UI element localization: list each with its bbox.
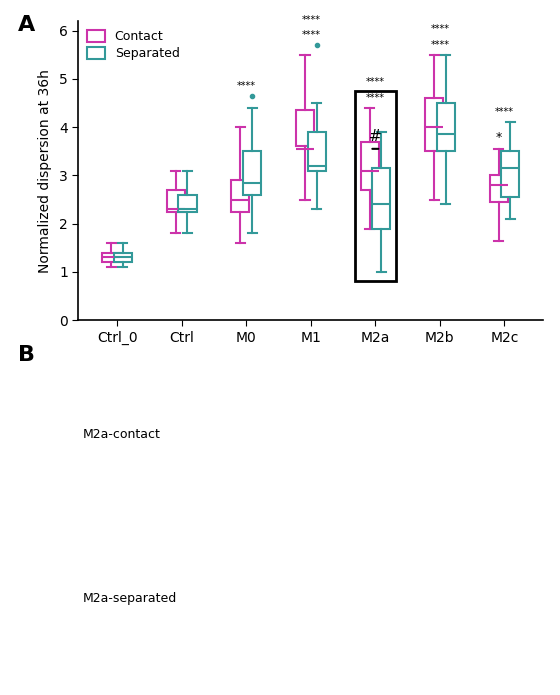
- Text: ****: ****: [431, 40, 450, 50]
- PathPatch shape: [361, 142, 379, 190]
- Text: ****: ****: [431, 24, 450, 34]
- PathPatch shape: [167, 190, 185, 211]
- PathPatch shape: [307, 132, 326, 170]
- Text: ****: ****: [495, 108, 514, 117]
- PathPatch shape: [501, 152, 519, 197]
- PathPatch shape: [231, 180, 249, 211]
- Text: 36h: 36h: [349, 491, 384, 509]
- Text: #: #: [369, 129, 382, 144]
- Text: B: B: [18, 345, 35, 365]
- Text: ****: ****: [366, 93, 385, 103]
- Text: 0h: 0h: [133, 491, 157, 509]
- Text: ****: ****: [301, 15, 320, 25]
- Text: 36h: 36h: [349, 654, 384, 672]
- Text: 0h: 0h: [133, 654, 157, 672]
- Text: ****: ****: [237, 81, 256, 91]
- Legend: Contact, Separated: Contact, Separated: [85, 27, 182, 63]
- PathPatch shape: [179, 195, 197, 211]
- Text: *: *: [496, 131, 502, 144]
- PathPatch shape: [372, 168, 390, 229]
- PathPatch shape: [102, 253, 120, 262]
- PathPatch shape: [296, 111, 314, 147]
- Text: M2a-separated: M2a-separated: [83, 592, 178, 605]
- PathPatch shape: [437, 103, 455, 152]
- PathPatch shape: [489, 175, 508, 202]
- PathPatch shape: [425, 98, 443, 152]
- Text: ****: ****: [301, 30, 320, 40]
- Text: A: A: [18, 15, 35, 35]
- Text: ****: ****: [366, 78, 385, 88]
- Bar: [354, 91, 396, 281]
- PathPatch shape: [114, 253, 132, 262]
- PathPatch shape: [243, 152, 261, 195]
- Text: M2a-contact: M2a-contact: [83, 427, 161, 441]
- Y-axis label: Normalized dispersion at 36h: Normalized dispersion at 36h: [38, 69, 52, 272]
